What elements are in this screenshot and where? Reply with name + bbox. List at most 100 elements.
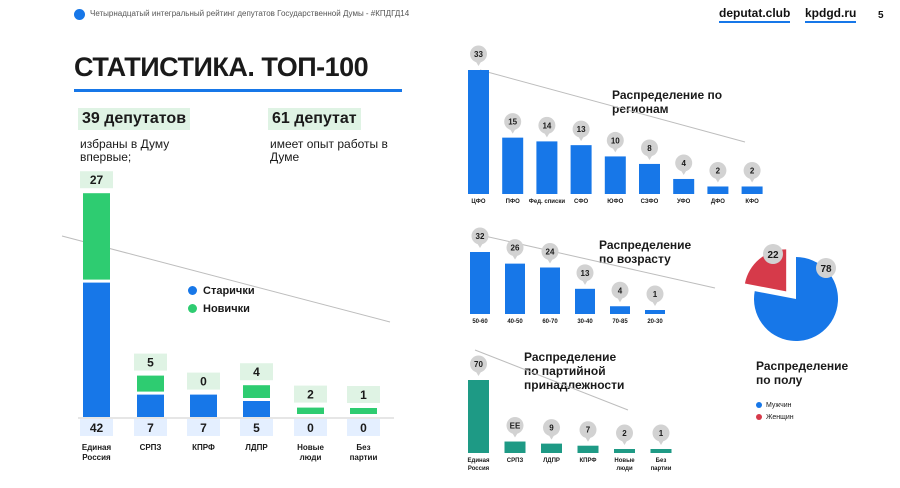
party-cat-3-0: КПРФ	[579, 458, 596, 464]
chip-new-4	[294, 385, 327, 403]
age-cat-3-0: 30-40	[577, 319, 593, 325]
age-bar-3	[575, 288, 595, 314]
chip-new-5	[347, 386, 380, 403]
party-cat-1-0: СРПЗ	[507, 458, 524, 464]
party-0-pointer	[475, 371, 482, 376]
age-2-bubble	[541, 243, 559, 260]
party-cat-5-0: Без	[656, 458, 667, 464]
regions-8-pointer	[749, 177, 756, 183]
diagonal-line	[479, 69, 746, 143]
header-doc-title: Четырнадцатый интегральный рейтинг депут…	[90, 9, 410, 18]
party-cat-4-0: Новые	[614, 458, 635, 464]
label-old-0: 42	[90, 421, 104, 435]
chip-new-1	[134, 353, 167, 371]
page-title: СТАТИСТИКА. ТОП-100	[74, 52, 369, 82]
regions-5-value: 8	[647, 144, 652, 153]
pie-legend-men: Мужчин	[756, 402, 792, 409]
chip-old-2	[187, 419, 220, 436]
regions-bar-3	[570, 145, 592, 194]
link-deputat-club[interactable]: deputat.club	[719, 6, 791, 23]
label-new-0: 27	[90, 173, 104, 187]
pie-men-value: 78	[820, 264, 832, 275]
party-bar-1	[504, 441, 526, 453]
cat-label-3-0: ЛДПР	[245, 443, 268, 452]
regions-1-value: 15	[508, 118, 517, 127]
party-4-bubble	[616, 424, 633, 442]
party-bar-4	[614, 449, 635, 453]
age-cat-4-0: 70-85	[612, 319, 628, 325]
regions-2-pointer	[543, 132, 550, 138]
regions-4-value: 10	[611, 136, 620, 145]
pie-legend-women: Женщин	[756, 414, 794, 421]
age-cat-1-0: 40-50	[507, 319, 523, 325]
cat-label-2-0: КПРФ	[192, 443, 215, 452]
legend-dot-blue-icon	[188, 286, 197, 295]
regions-bar-5	[639, 163, 660, 194]
regions-cat-2-0: Фед. списки	[529, 199, 566, 205]
age-bar-2	[540, 267, 560, 314]
party-4-value: 2	[622, 429, 627, 438]
page-number: 5	[878, 10, 884, 21]
age-bar-5	[645, 310, 665, 314]
gender-title: Распределение по полу	[756, 359, 849, 387]
party-5-value: 1	[659, 429, 664, 438]
regions-cat-1-0: ПФО	[506, 199, 520, 205]
label-old-1: 7	[147, 421, 154, 435]
label-new-4: 2	[307, 388, 314, 402]
bar-new-1	[137, 375, 164, 392]
regions-3-value: 13	[577, 125, 586, 134]
age-0-bubble	[471, 227, 489, 245]
regions-cat-6-0: УФО	[677, 199, 691, 205]
regions-1-bubble	[504, 113, 522, 131]
party-1-value: ЕЕ	[510, 422, 521, 431]
age-2-pointer	[547, 258, 553, 264]
age-bar-0	[470, 252, 490, 314]
age-5-value: 1	[653, 290, 658, 299]
link-kpdgd[interactable]: kpdgd.ru	[805, 6, 857, 23]
regions-1-pointer	[509, 128, 516, 134]
regions-cat-4-0: ЮФО	[607, 199, 623, 205]
regions-bar-0	[468, 70, 489, 194]
chip-old-0	[80, 419, 113, 436]
party-2-value: 9	[549, 424, 554, 433]
party-0-value: 70	[474, 360, 483, 369]
party-cat-2-0: ЛДПР	[543, 458, 560, 464]
regions-cat-3-0: СФО	[574, 199, 588, 205]
regions-3-pointer	[578, 136, 585, 142]
label-old-3: 5	[253, 421, 260, 435]
party-3-bubble	[579, 421, 597, 439]
regions-3-bubble	[572, 120, 590, 138]
pie-women-bubble	[763, 244, 783, 264]
age-1-value: 26	[511, 244, 520, 253]
regions-0-pointer	[475, 61, 482, 66]
regions-4-bubble	[606, 131, 624, 149]
party-cat-0-0: Единая	[468, 458, 490, 464]
party-bar-3	[577, 445, 599, 453]
party-3-value: 7	[586, 426, 591, 435]
party-bar-5	[650, 449, 672, 453]
age-4-pointer	[617, 297, 623, 303]
diagonal-line	[474, 349, 629, 411]
party-2-pointer	[548, 434, 555, 440]
party-bar-0	[468, 380, 489, 453]
age-title: Распределение по возрасту	[599, 238, 692, 266]
bar-new-0	[83, 193, 110, 280]
cat-label-0-0: Единая	[82, 443, 112, 452]
regions-bar-2	[536, 141, 558, 194]
regions-7-bubble	[709, 161, 727, 179]
party-bar-2	[541, 443, 562, 453]
party-1-bubble	[506, 417, 524, 435]
regions-title: Распределение по регионам	[612, 88, 723, 116]
party-cat-0-1: Россия	[468, 466, 490, 472]
regions-6-bubble	[675, 154, 693, 172]
cat-label-4-1: люди	[300, 453, 322, 462]
regions-bar-7	[707, 186, 729, 194]
party-4-pointer	[621, 440, 628, 445]
stat-new-count: 39 депутатов	[78, 108, 191, 130]
regions-cat-7-0: ДФО	[711, 199, 725, 205]
bar-old-1	[137, 394, 164, 417]
chip-old-4	[294, 419, 327, 436]
regions-2-value: 14	[542, 121, 551, 130]
bar-old-2	[190, 394, 217, 417]
